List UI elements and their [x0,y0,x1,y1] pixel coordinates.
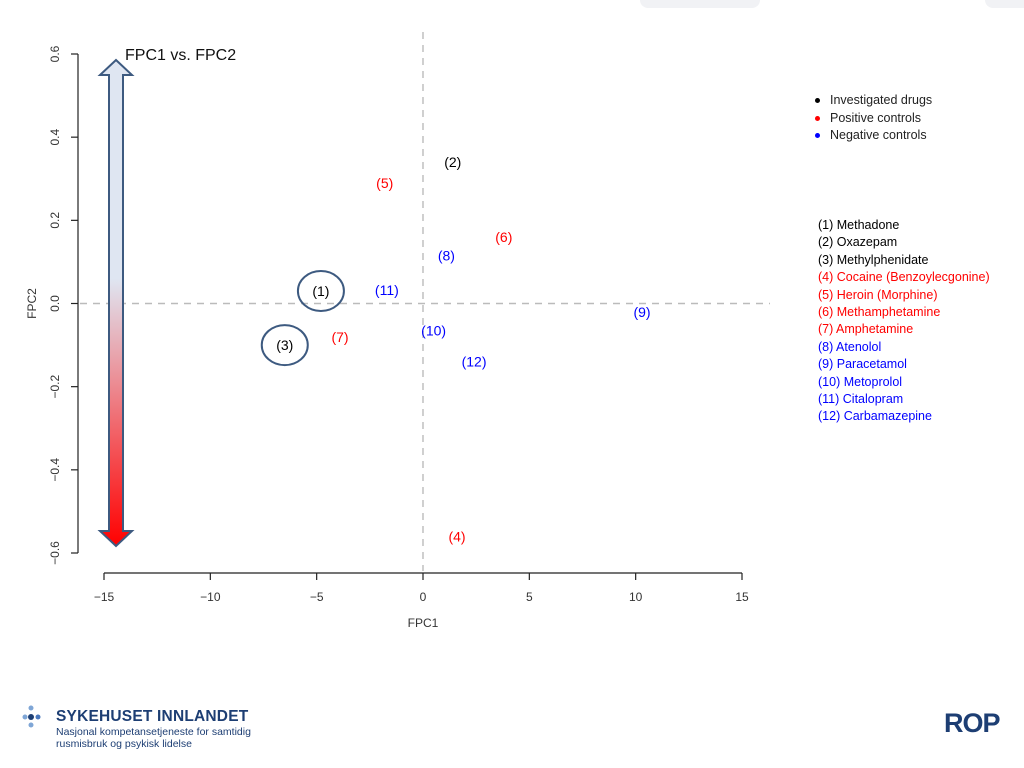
data-point-label: (5) [376,175,393,191]
org-name: SYKEHUSET INNLANDET [56,708,249,725]
x-tick-label: 15 [735,590,749,604]
highlight-circle [296,270,345,313]
drug-legend-entry: (3) Methylphenidate [818,252,929,267]
drug-legend-entry: (7) Amphetamine [818,322,914,337]
x-tick-label: −5 [310,590,324,604]
legend-entry: Investigated drugs [812,92,932,110]
plot-panel: −15 −10 −5 0 5 10 15 −0.6 −0.4 −0.2 0.0 0.2 0.4 0.6 FP… [0,28,1024,640]
top-tab-shadow [985,0,1024,8]
top-strip [0,0,1024,8]
data-point-label: (10) [421,323,446,339]
y-tick-label: −0.2 [48,375,62,399]
y-tick-label: −0.6 [48,541,62,565]
org-subtitle-line: rusmisbruk og psykisk lidelse [56,738,192,750]
legend-label: Investigated drugs [830,93,933,107]
data-point-label: (1) [312,283,329,299]
top-tab-shadow [640,0,760,8]
x-tick-label: 10 [629,590,643,604]
drug-legend-entry: (5) Heroin (Morphine) [818,287,938,302]
legend-entry: Positive controls [812,110,932,128]
x-axis-label: FPC1 [408,616,439,630]
org-subtitle-line: Nasjonal kompetansetjeneste for samtidig [56,726,251,738]
drug-legend-entry: (6) Methamphetamine [818,305,941,320]
y-tick-label: 0.0 [48,295,62,312]
legend-label: Negative controls [830,128,927,142]
group-legend: Investigated drugs Positive controls Negat… [812,92,932,145]
y-tick-label: 0.2 [48,212,62,229]
data-point-label: (6) [495,229,512,245]
legend-dot-icon [815,133,820,139]
legend-dot-icon [815,98,820,104]
gradient-double-arrow [97,58,135,548]
scatter-plot: −15 −10 −5 0 5 10 15 −0.6 −0.4 −0.2 0.0 0.2 0.4 0.6 FP… [25,32,770,630]
x-tick-label: −10 [200,590,221,604]
highlight-circle [260,324,309,367]
drug-legend-entry: (10) Metoprolol [818,374,903,389]
data-point-label: (12) [462,354,487,370]
drug-legend-entry: (11) Citalopram [818,392,904,407]
drug-legend-entry: (9) Paracetamol [818,357,907,372]
y-axis-label: FPC2 [25,288,39,319]
drug-legend-entry: (4) Cocaine (Benzoylecgonine) [818,270,990,285]
data-point-label: (4) [448,528,465,544]
drug-legend: (1) Methadone (2) Oxazepam (3) Methylpheni… [818,217,990,426]
rop-logo: ROP [944,708,1001,738]
drug-legend-entry: (12) Carbamazepine [818,409,932,424]
x-tick-label: 0 [420,590,427,604]
data-point-label: (8) [438,248,455,264]
org-subtitle: Nasjonal kompetansetjeneste for samtidig… [56,726,251,750]
chart-title: FPC1 vs. FPC2 [125,47,236,64]
legend-dot-icon [815,115,820,121]
data-point-label: (11) [375,282,399,298]
logo-dots-icon [22,705,41,728]
y-tick-label: 0.6 [48,45,62,62]
data-point-label: (9) [633,304,650,320]
x-tick-label: −15 [94,590,115,604]
legend-entry: Negative controls [812,127,932,145]
data-point-label: (2) [444,154,461,170]
y-tick-label: 0.4 [48,129,62,146]
y-tick-label: −0.4 [48,458,62,482]
data-point-label: (7) [331,329,348,345]
x-tick-label: 5 [526,590,533,604]
drug-legend-entry: (1) Methadone [818,218,900,232]
legend-label: Positive controls [830,110,922,125]
drug-legend-entry: (2) Oxazepam [818,235,898,250]
data-point-label: (3) [276,337,293,353]
drug-legend-entry: (8) Atenolol [818,339,882,354]
